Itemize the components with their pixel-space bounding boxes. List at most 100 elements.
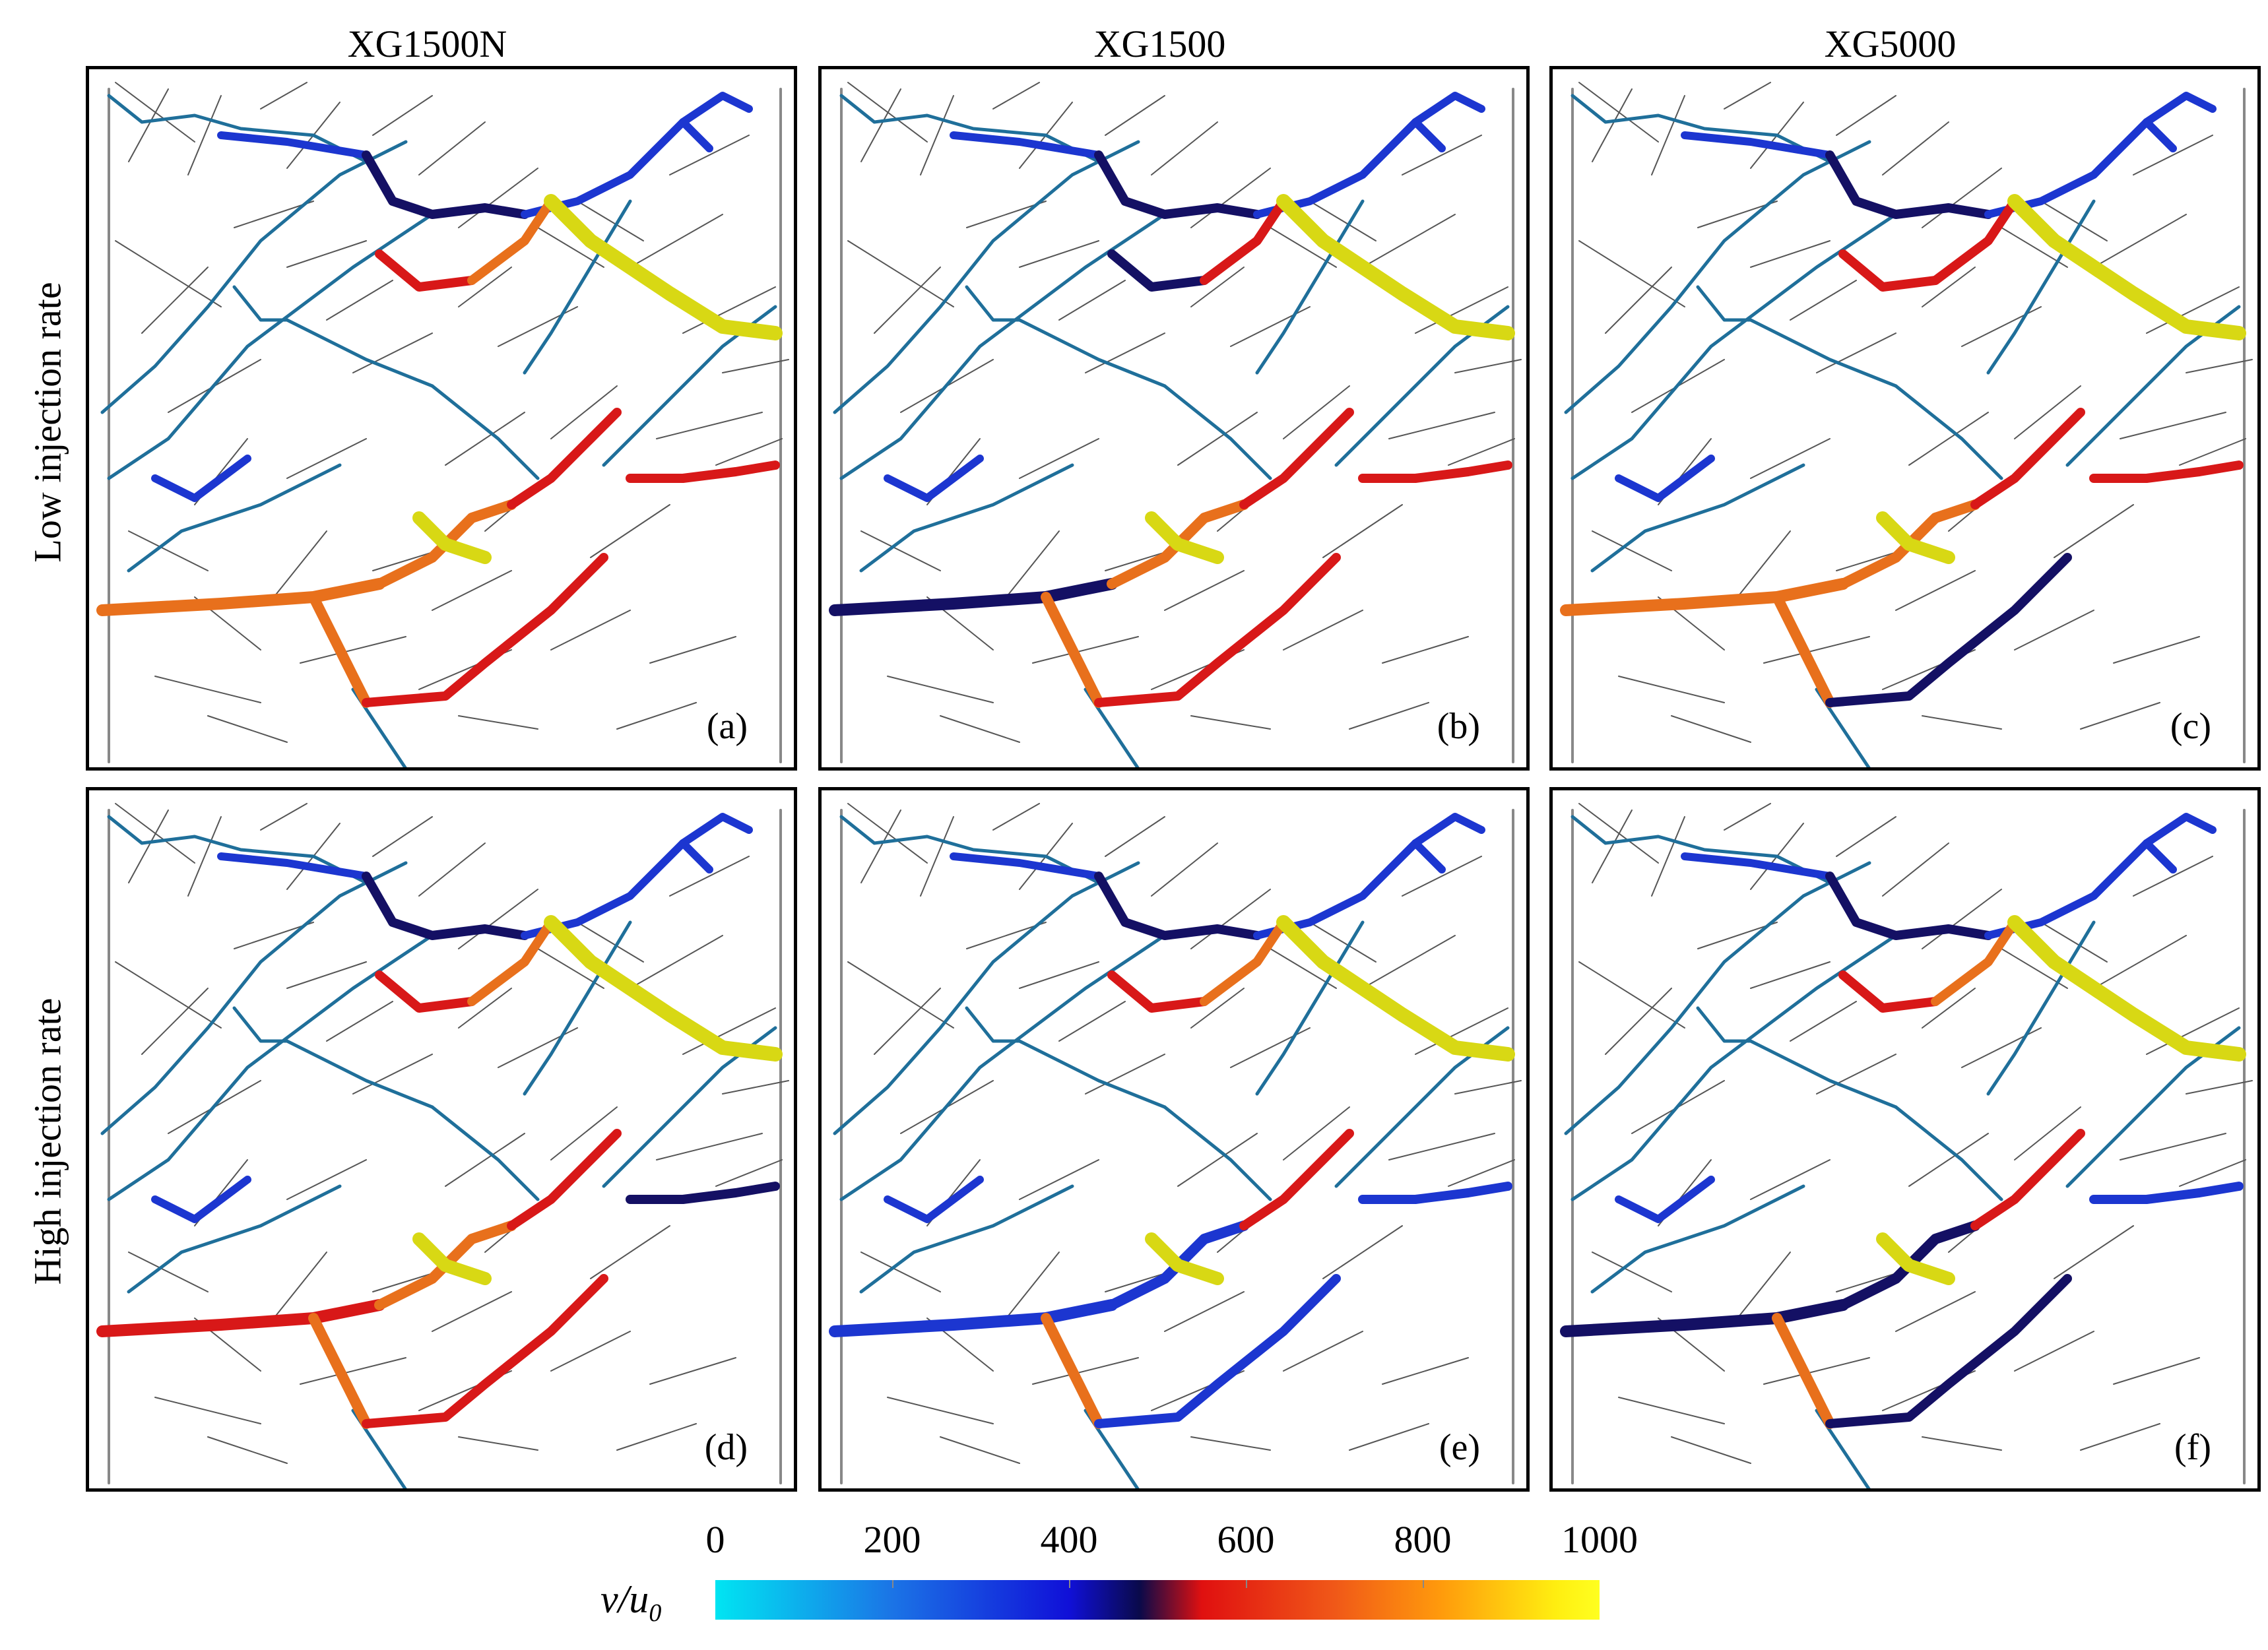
colorbar-tickmark [1246,1580,1247,1588]
background-fracture [352,333,433,373]
flow-path-red [1239,1129,1354,1230]
flow-path-yellow [1276,915,1515,1062]
teal-fracture [523,199,632,375]
flow-path-red [507,1129,622,1230]
panel-a: (a) [86,66,797,771]
background-fracture [1750,438,1831,479]
colorbar-tick-200: 200 [863,1518,921,1561]
flow-path-blue [1107,1221,1249,1310]
flow-path-orange [1772,592,1835,708]
flow-path-yellow [1876,1232,1955,1285]
background-fracture [2014,1106,2081,1160]
background-fracture [260,82,308,110]
background-fracture [1190,889,1271,949]
background-fracture [649,636,736,664]
background-fracture [722,1080,789,1095]
background-fracture [1922,168,2002,228]
flow-path-blue [217,852,370,880]
teal-fracture [1590,463,1805,573]
background-fracture [2120,412,2226,439]
background-fracture [1750,240,1831,268]
background-fracture [1737,530,1791,598]
background-fracture [887,1397,994,1424]
panel-label-e: (e) [1439,1427,1480,1468]
colorbar-tick-600: 600 [1217,1518,1275,1561]
background-fracture [1019,240,1099,268]
background-fracture [1618,676,1725,703]
teal-fracture [833,140,1140,414]
background-fracture [2113,1357,2200,1385]
panel-f: (f) [1549,787,2261,1492]
background-fracture [1164,570,1245,611]
background-fracture [1816,333,1896,373]
flow-path-orange [1200,918,1288,1006]
colorbar-tick-800: 800 [1394,1518,1452,1561]
background-fracture [1362,935,1456,989]
background-fracture [550,1106,618,1160]
background-fracture [1322,1225,1403,1279]
flow-path-red [96,1299,385,1337]
background-fracture [458,267,512,307]
teal-fracture [1894,384,2003,480]
background-fracture [616,1423,697,1451]
background-fracture [458,1436,538,1451]
flow-path-orange [1107,499,1249,589]
background-fracture [1382,636,1469,664]
flow-path-blue [829,1299,1118,1337]
fracture-network-f [1560,803,2253,1488]
colorbar-label-main: v/u [600,1577,649,1621]
background-fracture [590,1225,670,1279]
background-fracture [128,1252,209,1292]
flow-path-red [375,970,476,1013]
background-fracture [1283,385,1350,439]
flow-path-blue [884,1176,984,1223]
panel-label-b: (b) [1437,706,1480,747]
flow-path-navy [1825,872,1993,940]
background-fracture [1882,121,1949,175]
background-fracture [2146,1007,2240,1055]
background-fracture [1578,240,1685,307]
flow-path-navy [626,1182,780,1204]
background-fracture [1651,816,1685,897]
background-fracture [2133,856,2213,897]
background-fracture [550,385,618,439]
background-fracture [1058,1001,1126,1042]
background-fracture [372,95,433,136]
flow-path-navy [1094,150,1262,219]
background-fracture [590,504,670,558]
background-fracture [1961,306,2042,347]
background-fracture [1283,1106,1350,1160]
colorbar-tickmark [892,1580,893,1588]
background-fracture [1388,412,1495,439]
background-fracture [1362,214,1456,268]
flow-path-orange [1838,499,1980,589]
background-fracture [1908,412,1989,466]
panel-b: (b) [818,66,1530,771]
flow-path-orange [1560,578,1849,616]
background-fracture [1309,201,1377,241]
background-fracture [432,570,512,611]
background-fracture [577,201,644,241]
background-fracture [1763,636,1870,664]
background-fracture [273,530,327,598]
background-fracture [1402,135,1482,175]
background-fracture [1697,922,1778,949]
background-fracture [1177,1133,1258,1187]
flow-path-blue [151,455,251,502]
background-fracture [300,636,406,664]
column-title-2: XG1500 [1093,22,1226,65]
colorbar-tick-400: 400 [1040,1518,1098,1561]
background-fracture [1006,1252,1060,1319]
background-fracture [2179,1159,2246,1187]
flow-path-orange [308,592,372,708]
background-fracture [1230,306,1311,347]
background-fracture [1790,280,1857,321]
background-fracture [1790,1001,1857,1042]
background-fracture [1448,438,1515,466]
background-fracture [2054,504,2134,558]
background-fracture [207,715,288,743]
colorbar: 0 200 400 600 800 1000 [706,1517,1638,1649]
teal-fracture [1590,1184,1805,1294]
flow-path-navy [1825,1274,2072,1428]
background-fracture [1019,1159,1099,1200]
